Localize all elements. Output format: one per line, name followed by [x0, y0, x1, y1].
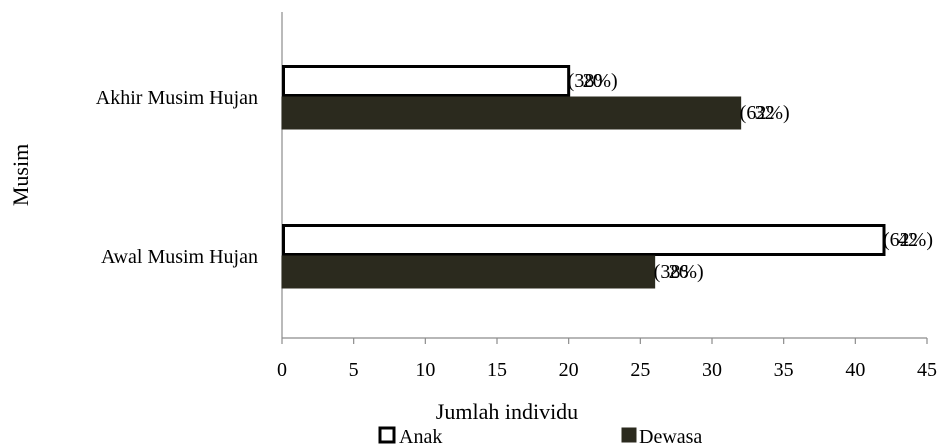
x-tick-label: 30 [702, 359, 722, 381]
bar-dewasa [281, 96, 742, 130]
plot-area [281, 12, 927, 339]
data-label-percent: (38%) [568, 70, 618, 92]
legend-swatch-anak [378, 426, 396, 444]
data-label-percent: (62%) [740, 102, 790, 124]
x-tick-label: 40 [845, 359, 865, 381]
y-axis-title: Musim [8, 144, 33, 206]
data-label-value: 26 [669, 261, 689, 283]
x-tick-label: 45 [917, 359, 937, 381]
x-axis-title: Jumlah individu [436, 399, 578, 424]
x-axis-ticks: 0 5 10 15 20 25 30 35 40 45 [277, 338, 937, 381]
data-label-value: 20 [583, 70, 603, 92]
bar-anak [282, 224, 886, 256]
x-tick-label: 10 [415, 359, 435, 381]
data-label-percent: (38%) [654, 261, 704, 283]
legend-label-anak: Anak [399, 426, 442, 446]
data-label-percent: (62%) [883, 229, 933, 251]
x-tick-label: 15 [487, 359, 507, 381]
x-tick-label: 0 [277, 359, 287, 381]
x-tick-label: 25 [630, 359, 650, 381]
bars-layer [281, 65, 886, 289]
data-label-value: 32 [755, 102, 775, 124]
legend-label-dewasa: Dewasa [639, 426, 702, 446]
bar-anak [282, 65, 571, 97]
legend-swatch-dewasa [621, 427, 637, 443]
x-tick-label: 35 [774, 359, 794, 381]
legend: Anak Dewasa [378, 426, 702, 446]
x-tick-label: 5 [349, 359, 359, 381]
category-label: Awal Musim Hujan [101, 246, 258, 268]
data-label-value: 42 [898, 229, 918, 251]
x-tick-label: 20 [559, 359, 579, 381]
bar-dewasa [281, 255, 656, 289]
category-label: Akhir Musim Hujan [96, 87, 258, 109]
category-labels: Akhir Musim Hujan Awal Musim Hujan [96, 87, 258, 268]
data-labels-layer: 20(38%)32(62%)42(62%)26(38%) [568, 70, 933, 283]
